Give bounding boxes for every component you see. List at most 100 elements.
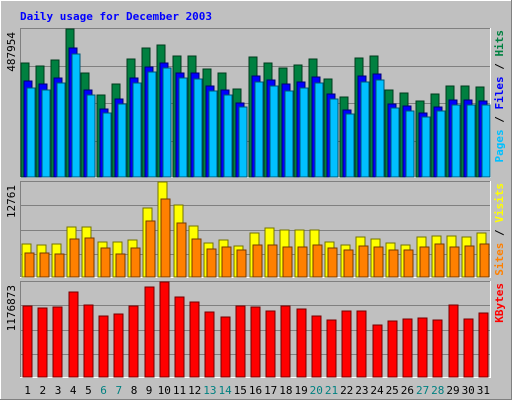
bar-kbytes-day-30: [463, 318, 474, 378]
legend-entry: KBytes: [493, 283, 506, 323]
bar-pages-day-24: [375, 79, 385, 178]
x-tick-label: 2: [39, 384, 46, 397]
x-tick-label: 22: [340, 384, 353, 397]
panel-3: 1176873 KBytes: [5, 281, 506, 378]
bar-pages-day-11: [178, 77, 188, 178]
x-tick-label: 17: [264, 384, 277, 397]
chart-title: Daily usage for December 2003: [20, 10, 212, 23]
x-tick-label: 9: [146, 384, 153, 397]
x-tick-label: 8: [131, 384, 138, 397]
bar-sites-day-30: [464, 245, 475, 278]
legend-entry: Pages: [493, 129, 506, 162]
bar-pages-day-23: [360, 81, 370, 178]
bar-kbytes-day-4: [68, 291, 79, 378]
x-tick-label: 19: [294, 384, 307, 397]
bar-kbytes-day-5: [83, 304, 94, 378]
bar-sites-day-23: [358, 245, 369, 278]
bar-pages-day-1: [26, 87, 36, 178]
bar-sites-day-21: [327, 247, 338, 278]
x-tick-label: 26: [401, 384, 414, 397]
bar-sites-day-26: [403, 249, 414, 278]
legend-separator: /: [493, 57, 506, 77]
legend-separator: /: [493, 223, 506, 243]
bar-sites-day-8: [130, 247, 141, 278]
bar-kbytes-day-19: [296, 308, 307, 378]
x-tick-label: 5: [85, 384, 92, 397]
bar-pages-day-8: [132, 82, 142, 178]
bar-sites-day-5: [84, 237, 95, 278]
panel-legend: Sites / Visits: [493, 183, 506, 276]
bar-pages-day-2: [41, 89, 51, 178]
bar-kbytes-day-13: [204, 311, 215, 378]
x-tick-label: 21: [325, 384, 338, 397]
bar-kbytes-day-2: [37, 307, 48, 378]
bar-pages-day-26: [405, 110, 415, 178]
bar-kbytes-day-27: [417, 317, 428, 378]
bar-sites-day-6: [100, 247, 111, 278]
bar-pages-day-10: [162, 67, 172, 178]
bar-kbytes-day-18: [280, 305, 291, 378]
bar-kbytes-day-8: [128, 305, 139, 378]
bar-sites-day-24: [373, 246, 384, 278]
bar-pages-day-13: [208, 90, 218, 178]
bar-kbytes-day-20: [311, 315, 322, 378]
bar-pages-day-7: [117, 103, 127, 178]
bar-pages-day-5: [86, 94, 96, 178]
x-tick-label: 30: [462, 384, 475, 397]
bar-pages-day-3: [56, 82, 66, 178]
bar-sites-day-16: [252, 244, 263, 278]
bar-sites-day-18: [282, 246, 293, 278]
legend-entry: Sites: [493, 243, 506, 276]
x-tick-label: 10: [158, 384, 171, 397]
bar-sites-day-11: [176, 222, 187, 278]
panel-1: 487954 Pages / Files / Hits: [5, 28, 506, 178]
bar-sites-day-15: [236, 249, 247, 278]
bar-pages-day-15: [238, 106, 248, 178]
bar-pages-day-22: [345, 113, 355, 178]
bar-sites-day-12: [191, 238, 202, 278]
x-tick-label: 18: [279, 384, 292, 397]
x-tick-label: 11: [173, 384, 186, 397]
bar-sites-day-3: [54, 253, 65, 278]
bar-kbytes-day-16: [250, 306, 261, 378]
bar-kbytes-day-15: [235, 305, 246, 378]
bar-pages-day-18: [284, 90, 294, 178]
bar-pages-day-31: [481, 104, 491, 178]
bar-sites-day-10: [160, 198, 171, 278]
chart-panels: 487954 Pages / Files / Hits 12761 Sites / V…: [5, 28, 506, 378]
bar-sites-day-28: [434, 243, 445, 278]
bar-pages-day-9: [147, 71, 157, 178]
panel-2: 12761 Sites / Visits: [5, 181, 506, 278]
x-tick-label: 29: [446, 384, 459, 397]
bar-sites-day-4: [69, 238, 80, 278]
panel-max-label: 1176873: [5, 285, 18, 331]
bar-sites-day-20: [312, 244, 323, 278]
bar-pages-day-30: [466, 104, 476, 178]
bar-kbytes-day-12: [189, 301, 200, 378]
bar-pages-day-6: [102, 112, 112, 178]
bar-kbytes-day-26: [402, 318, 413, 378]
x-axis: 1 2 3 4 5 6 7 8 9 10 11 12 13 14 15 16 17 18 19 20 21 22 23 24 2…: [24, 384, 490, 397]
x-tick-label: 25: [386, 384, 399, 397]
bar-pages-day-12: [193, 78, 203, 178]
bar-sites-day-7: [115, 253, 126, 278]
bar-pages-day-21: [329, 98, 339, 178]
bar-kbytes-day-28: [432, 319, 443, 378]
bar-sites-day-13: [206, 248, 217, 278]
bar-pages-day-19: [299, 87, 309, 178]
bar-sites-day-22: [343, 249, 354, 278]
x-tick-label: 1: [24, 384, 31, 397]
bar-kbytes-day-14: [220, 316, 231, 378]
legend-entry: Visits: [493, 183, 506, 223]
bar-kbytes-day-11: [174, 296, 185, 378]
x-tick-label: 6: [100, 384, 107, 397]
x-tick-label: 28: [431, 384, 444, 397]
legend-separator: /: [493, 110, 506, 130]
bar-kbytes-day-24: [372, 324, 383, 378]
bar-kbytes-day-7: [113, 313, 124, 378]
panel-max-label: 487954: [5, 32, 18, 72]
x-tick-label: 14: [218, 384, 232, 397]
x-tick-label: 12: [188, 384, 201, 397]
bar-sites-day-2: [39, 252, 50, 278]
